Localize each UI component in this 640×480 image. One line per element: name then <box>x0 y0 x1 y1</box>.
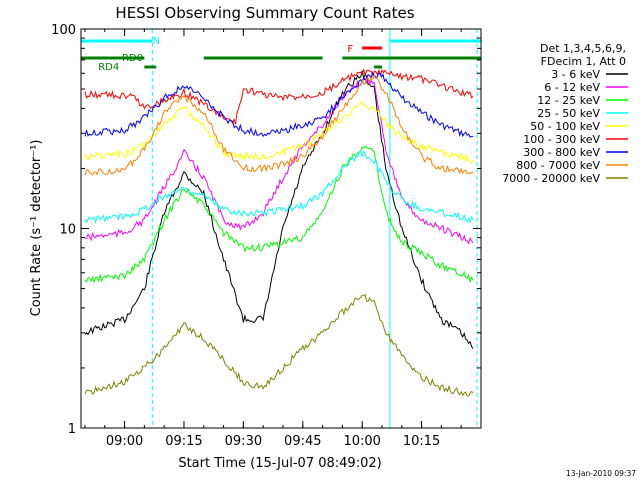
legend-label-2: 6 - 12 keV <box>544 81 600 94</box>
x-axis-label: Start Time (15-Jul-07 08:49:02) <box>178 456 381 471</box>
series-line-2 <box>84 77 474 245</box>
y-tick-label-3: 100 <box>51 23 76 38</box>
y-tick-label-1: 1 <box>68 422 76 437</box>
legend-header-line-1: Det 1,3,4,5,6,9, <box>540 42 626 55</box>
x-tick-label-5: 10:00 <box>343 434 380 449</box>
x-tick-label-2: 09:15 <box>165 434 202 449</box>
y-axis-label: Count Rate (s⁻¹ detector⁻¹) <box>29 140 44 317</box>
x-tick-label-1: 09:00 <box>106 434 143 449</box>
annotation-label-n: N <box>153 36 160 47</box>
x-tick-label-6: 10:15 <box>403 434 440 449</box>
legend-label-4: 25 - 50 keV <box>537 107 600 120</box>
legend-label-7: 300 - 800 keV <box>523 146 600 159</box>
annotation-label-f: F <box>347 44 353 55</box>
series-line-7 <box>84 71 474 138</box>
annotation-label-rd4: RD4 <box>98 62 119 73</box>
series-line-6 <box>84 68 474 125</box>
legend-label-6: 100 - 300 keV <box>523 133 600 146</box>
series-line-8 <box>84 74 474 176</box>
legend-label-5: 50 - 100 keV <box>530 120 600 133</box>
legend-header-line-2: FDecim 1, Att 0 <box>541 55 626 68</box>
plot-frame <box>80 28 482 429</box>
annotation-label-rd0: RD0 <box>122 53 143 64</box>
legend-label-9: 7000 - 20000 keV <box>502 172 600 185</box>
x-tick-label-4: 09:45 <box>284 434 321 449</box>
axes: 09:00 09:15 09:30 09:45 10:00 10:15 1 10 100 <box>51 23 481 449</box>
legend-label-8: 800 - 7000 keV <box>516 159 600 172</box>
vertical-markers <box>80 29 478 428</box>
series-lines <box>84 68 474 397</box>
chart-title: HESSI Observing Summary Count Rates <box>115 4 414 22</box>
series-line-9 <box>84 294 474 397</box>
y-tick-label-2: 10 <box>59 223 76 238</box>
timestamp: 13-Jan-2010 09:37 <box>566 469 636 478</box>
legend-label-1: 3 - 6 keV <box>551 68 600 81</box>
series-line-3 <box>84 145 474 284</box>
series-line-4 <box>84 150 474 225</box>
x-tick-label-3: 09:30 <box>225 434 262 449</box>
legend-label-3: 12 - 25 keV <box>537 94 600 107</box>
series-line-1 <box>84 70 474 349</box>
